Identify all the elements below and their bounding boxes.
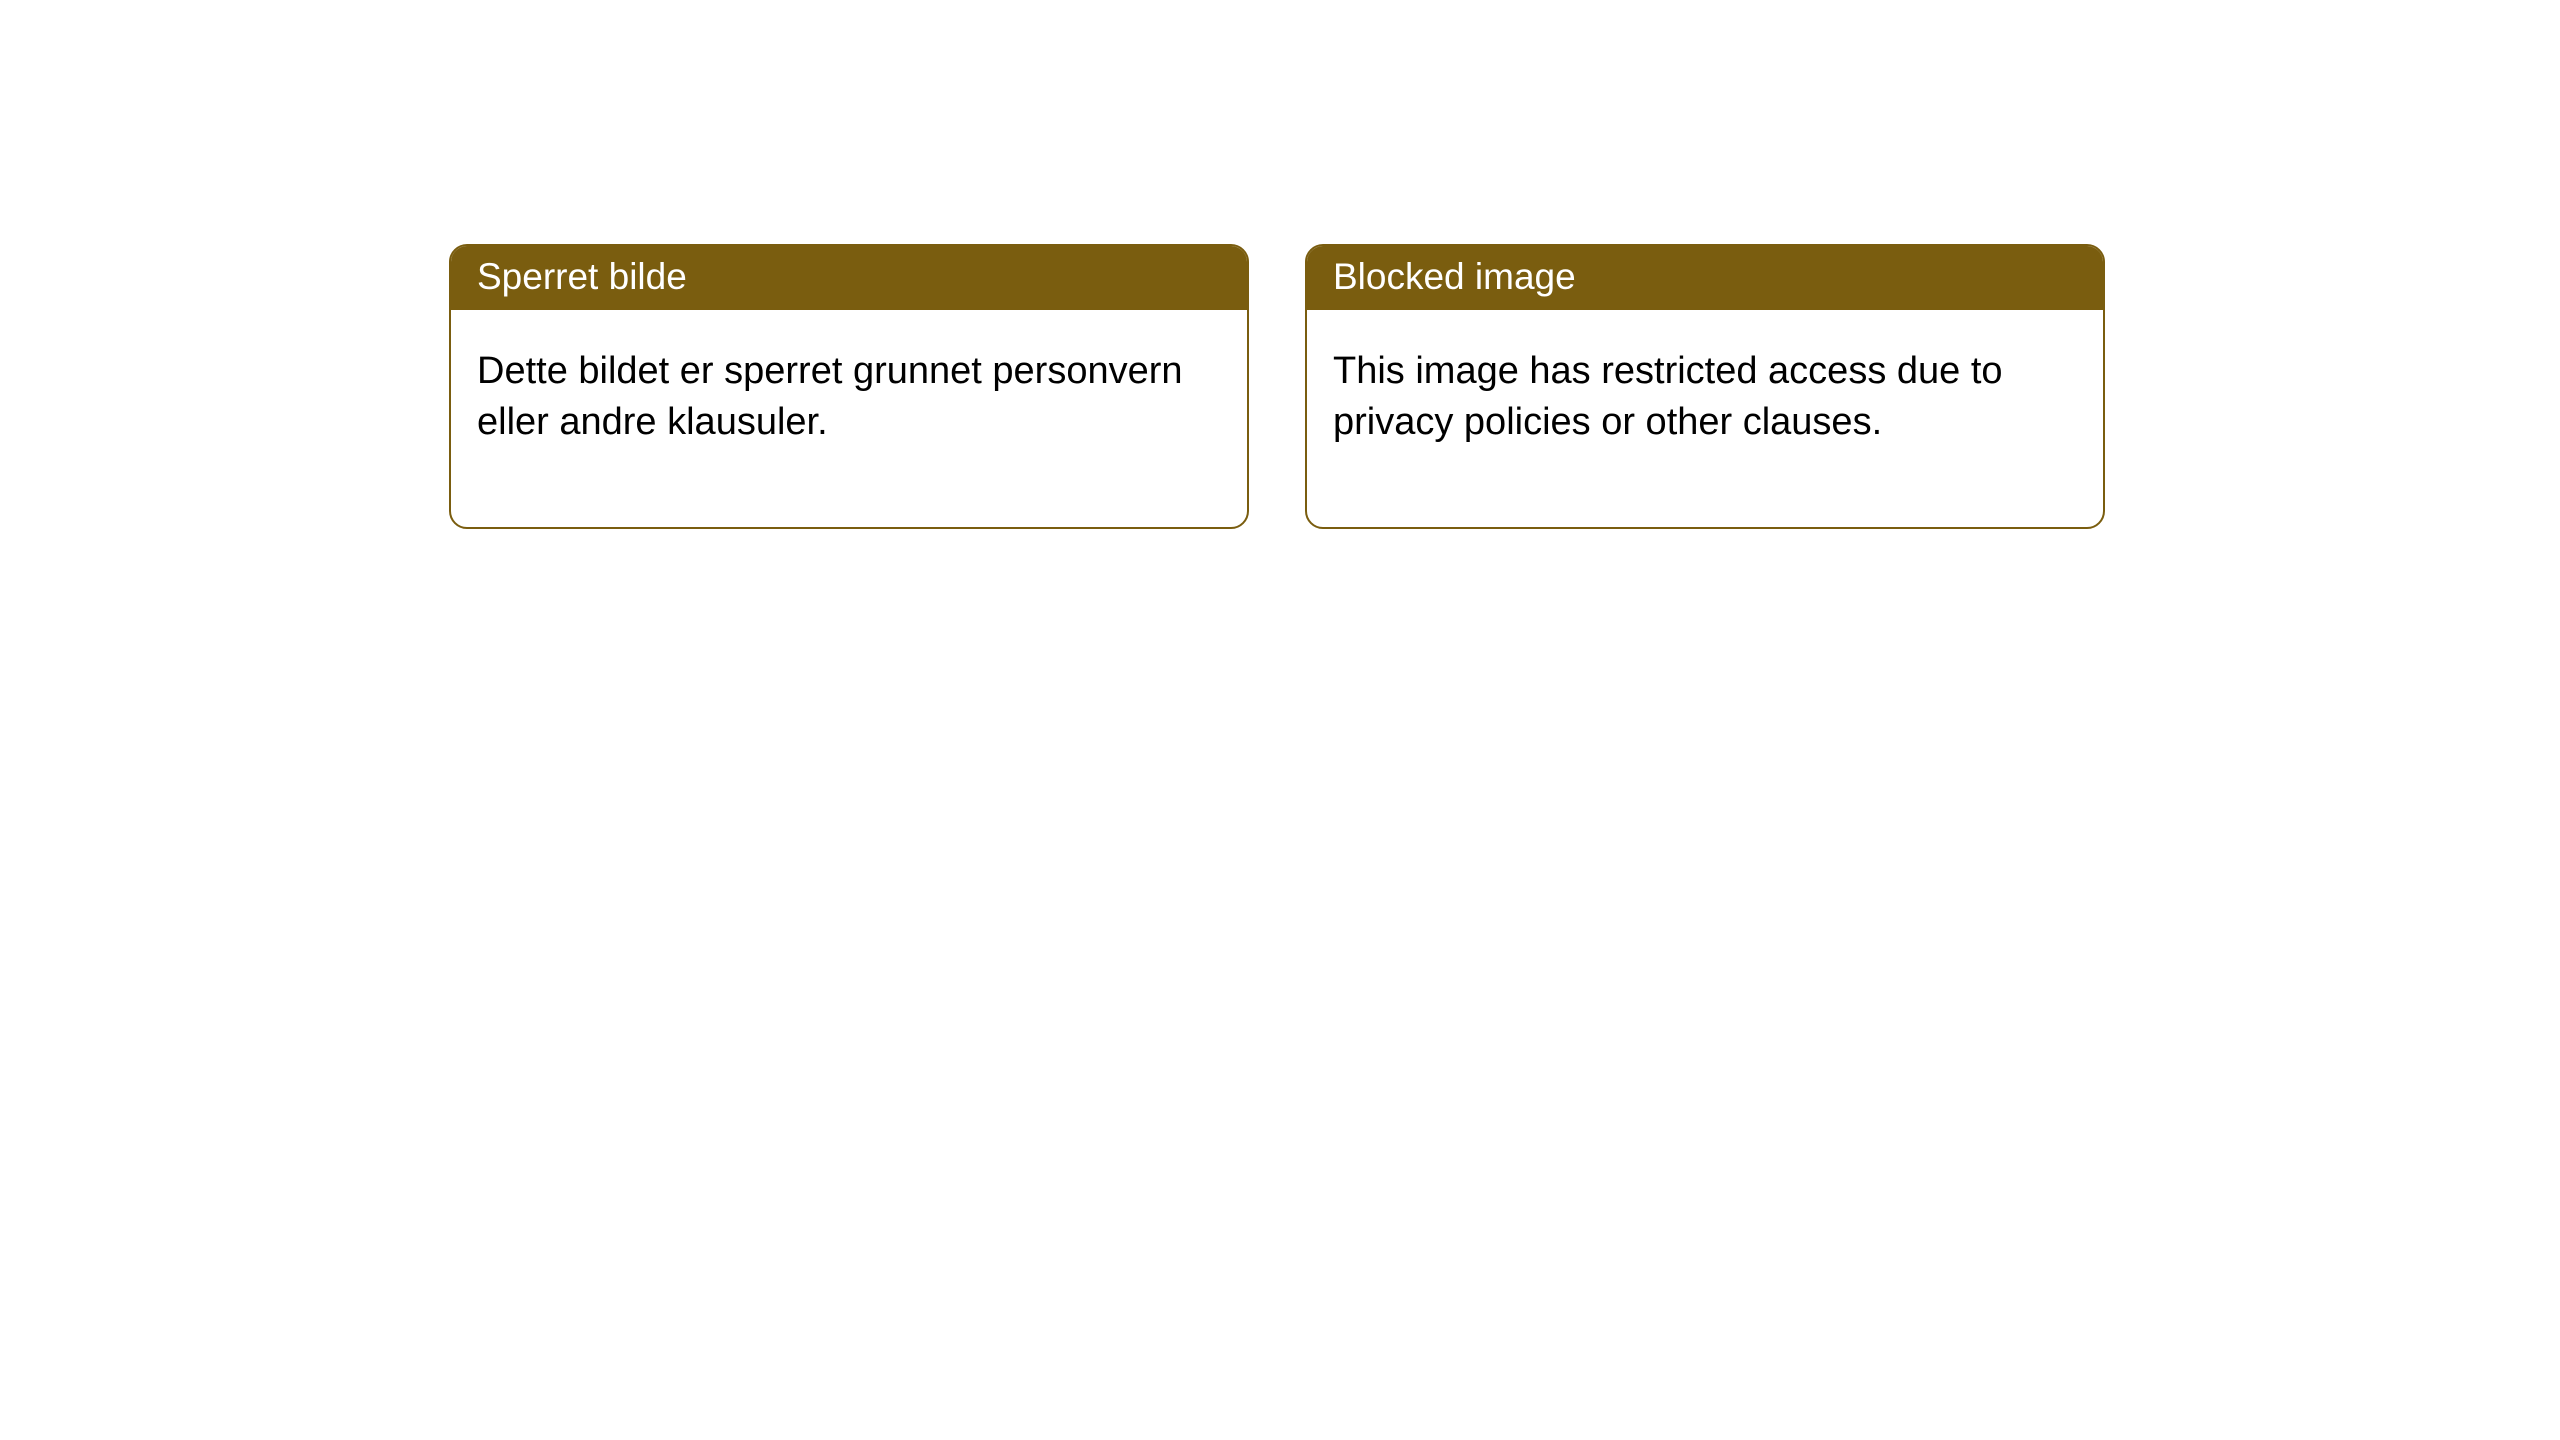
card-body-text: Dette bildet er sperret grunnet personve… xyxy=(477,350,1183,443)
card-header-english: Blocked image xyxy=(1307,246,2103,310)
notice-card-norwegian: Sperret bilde Dette bildet er sperret gr… xyxy=(449,244,1249,529)
card-body-text: This image has restricted access due to … xyxy=(1333,350,2003,443)
card-header-text: Sperret bilde xyxy=(477,256,687,297)
notice-card-english: Blocked image This image has restricted … xyxy=(1305,244,2105,529)
card-body-norwegian: Dette bildet er sperret grunnet personve… xyxy=(451,310,1247,527)
card-header-text: Blocked image xyxy=(1333,256,1576,297)
card-body-english: This image has restricted access due to … xyxy=(1307,310,2103,527)
notice-cards-container: Sperret bilde Dette bildet er sperret gr… xyxy=(0,0,2560,529)
card-header-norwegian: Sperret bilde xyxy=(451,246,1247,310)
